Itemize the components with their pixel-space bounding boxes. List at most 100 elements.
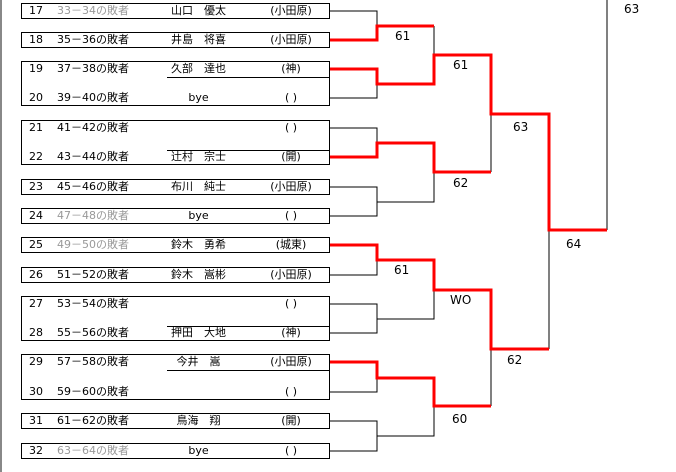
player-name: 押田 大地: [171, 326, 226, 339]
bracket-line: [329, 186, 378, 217]
entry-box: [21, 413, 330, 429]
player-affiliation: (小田原): [270, 268, 312, 281]
winner-path: [329, 141, 491, 174]
entry-row: 19 37－38の敗者 久部 達也 (神): [21, 62, 329, 76]
winner-path: [329, 243, 549, 351]
entry-number: 23: [29, 180, 43, 193]
player-name: 鈴木 勇希: [171, 238, 226, 251]
divider: [167, 77, 329, 78]
entry-number: 21: [29, 121, 43, 134]
entry-source: 43－44の敗者: [57, 150, 129, 163]
player-affiliation: ( ): [284, 121, 298, 134]
player-affiliation: ( ): [284, 91, 298, 104]
divider: [167, 326, 329, 327]
entry-row: 28 55－56の敗者 押田 大地 (神): [21, 326, 329, 340]
entry-number: 26: [29, 268, 43, 281]
player-name: bye: [188, 444, 209, 457]
player-name: 久部 達也: [171, 62, 226, 75]
score-label: 63: [624, 2, 640, 16]
entry-number: 32: [29, 444, 43, 457]
entry-number: 19: [29, 62, 43, 75]
entry-source: 41－42の敗者: [57, 121, 129, 134]
entry-source: 39－40の敗者: [57, 91, 129, 104]
bracket-line: [329, 10, 378, 26]
entry-box: [21, 296, 330, 341]
entry-row: 25 49－50の敗者 鈴木 勇希 (城東): [21, 238, 329, 252]
player-affiliation: (神): [281, 62, 301, 75]
entry-row: 31 61－62の敗者 鳥海 翔 (開): [21, 414, 329, 428]
score-label: 62: [507, 353, 523, 367]
player-affiliation: (神): [281, 326, 301, 339]
entry-row: 18 35－36の敗者 井島 将喜 (小田原): [21, 33, 329, 47]
entry-row: 20 39－40の敗者 bye ( ): [21, 91, 329, 105]
entry-number: 22: [29, 150, 43, 163]
entry-box: [21, 237, 330, 253]
window-left-border: [0, 0, 2, 472]
entry-box: [21, 3, 330, 19]
entry-box: [21, 179, 330, 195]
entry-source: 63－64の敗者: [57, 444, 129, 457]
score-label: 62: [453, 176, 469, 190]
entry-row: 29 57－58の敗者 今井 嵩 (小田原): [21, 355, 329, 369]
winner-path: [329, 360, 491, 408]
entry-source: 55－56の敗者: [57, 326, 129, 339]
score-label: 60: [452, 412, 468, 426]
entry-row: 23 45－46の敗者 布川 純士 (小田原): [21, 180, 329, 194]
player-name: bye: [188, 209, 209, 222]
entry-box: [21, 208, 330, 224]
entry-row: 17 33－34の敗者 山口 優太 (小田原): [21, 4, 329, 18]
player-name: 鳥海 翔: [176, 414, 221, 427]
player-name: 鈴木 嵩彬: [171, 268, 226, 281]
player-name: bye: [188, 91, 209, 104]
entry-source: 33－34の敗者: [57, 4, 129, 17]
winner-path: [329, 53, 607, 232]
entry-source: 57－58の敗者: [57, 355, 129, 368]
entry-box: [21, 354, 330, 400]
entry-number: 17: [29, 4, 43, 17]
player-affiliation: (小田原): [270, 33, 312, 46]
score-label: 61: [453, 58, 469, 72]
score-label: WO: [450, 293, 472, 307]
entry-number: 20: [29, 91, 43, 104]
player-affiliation: (小田原): [270, 355, 312, 368]
score-label: 63: [513, 120, 529, 134]
entry-number: 31: [29, 414, 43, 427]
score-label: 64: [566, 237, 582, 251]
bracket-line: [329, 420, 378, 452]
bracket-line: [329, 84, 378, 99]
entry-row: 24 47－48の敗者 bye ( ): [21, 209, 329, 223]
bracket-line: [329, 260, 378, 276]
entry-number: 30: [29, 385, 43, 398]
entry-source: 59－60の敗者: [57, 385, 129, 398]
entry-box: [21, 61, 330, 106]
bracket-line: [377, 290, 435, 320]
player-affiliation: (小田原): [270, 180, 312, 193]
entry-box: [21, 267, 330, 283]
entry-number: 25: [29, 238, 43, 251]
entry-source: 47－48の敗者: [57, 209, 129, 222]
player-name: 布川 純士: [171, 180, 226, 193]
entry-row: 30 59－60の敗者 ( ): [21, 385, 329, 399]
bracket-line: [329, 378, 378, 393]
score-label: 61: [395, 29, 411, 43]
entry-number: 27: [29, 297, 43, 310]
entry-box: [21, 443, 330, 459]
entry-source: 45－46の敗者: [57, 180, 129, 193]
bracket-line: [329, 127, 378, 143]
player-affiliation: (開): [281, 414, 301, 427]
winner-path: [329, 24, 434, 42]
player-affiliation: ( ): [284, 297, 298, 310]
bracket-line: [377, 172, 435, 203]
entry-source: 35－36の敗者: [57, 33, 129, 46]
score-label: 61: [394, 263, 410, 277]
entry-number: 24: [29, 209, 43, 222]
entry-source: 61－62の敗者: [57, 414, 129, 427]
entry-source: 51－52の敗者: [57, 268, 129, 281]
entry-box: [21, 120, 330, 165]
divider: [167, 370, 329, 371]
entry-row: 27 53－54の敗者 ( ): [21, 297, 329, 311]
entry-row: 22 43－44の敗者 辻村 宗士 (開): [21, 150, 329, 164]
player-affiliation: ( ): [284, 209, 298, 222]
entry-number: 18: [29, 33, 43, 46]
